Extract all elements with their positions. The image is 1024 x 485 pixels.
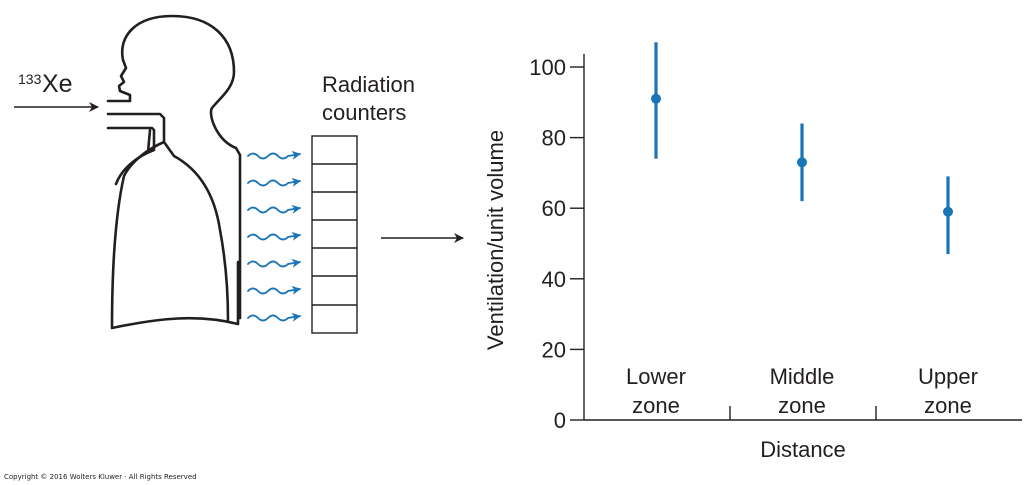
human-silhouette [106,14,242,330]
x-category-label-line1: Middle [770,364,835,389]
isotope-mass-number: 133 [18,71,42,87]
y-tick-label: 40 [542,267,566,292]
detector-label-line2: counters [322,100,406,125]
y-tick-label: 60 [542,196,566,221]
isotope-symbol: Xe [42,70,73,98]
y-tick-label: 80 [542,126,566,151]
detector-label-line1: Radiation [322,72,415,97]
data-point [797,157,807,168]
copyright-notice: Copyright © 2016 Wolters Kluwer · All Ri… [4,473,197,481]
radiation-wave-arrow [247,231,301,241]
ventilation-chart: 0 20 40 60 80 100 Lower zone Middle zone Upper zon… [483,42,1022,462]
radiation-wave-arrow [247,204,301,214]
x-category-label-line1: Upper [918,364,978,389]
radiation-wave-arrow [247,150,301,160]
radiation-counter-stack [311,135,358,334]
y-tick-label: 20 [542,337,566,362]
x-axis-label: Distance [760,437,846,462]
data-point [651,93,661,104]
radiation-wave-arrow [247,312,301,322]
y-tick-label: 0 [554,408,566,433]
x-category-label-line2: zone [924,393,972,418]
radiation-wave-arrow [247,258,301,268]
radiation-wave-arrow [247,177,301,187]
x-category-label-line1: Lower [626,364,686,389]
y-tick-label: 100 [529,55,566,80]
data-point [943,206,953,217]
x-category-label-line2: zone [778,393,826,418]
x-category-label-line2: zone [632,393,680,418]
radiation-emission-arrows [247,150,301,322]
radiation-wave-arrow [247,285,301,295]
y-axis-label: Ventilation/unit volume [483,130,508,350]
